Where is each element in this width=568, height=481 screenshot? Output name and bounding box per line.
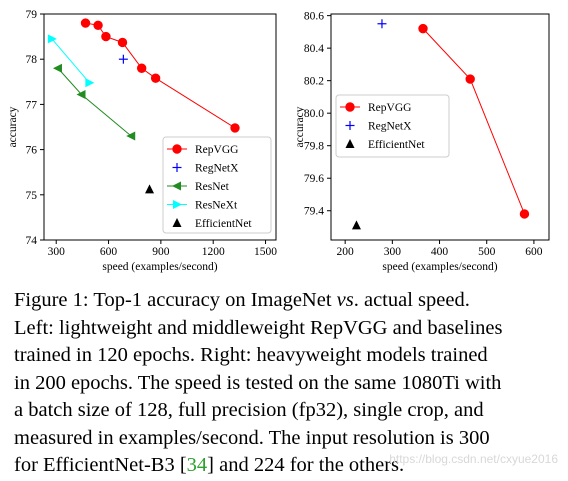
right-chart-legend-marker-efficientnet	[345, 139, 355, 148]
left-chart-y-tick-label: 75	[26, 190, 38, 202]
right-chart-legend-frame	[335, 94, 450, 158]
caption-line-5: a batch size of 128, full precision (fp3…	[14, 399, 484, 421]
left-chart-series-regnetx	[118, 54, 128, 64]
left-chart-legend-marker-regnetx	[172, 163, 182, 172]
right-chart-series-efficientnet	[351, 220, 361, 230]
watermark: https://blog.csdn.net/cxyue2016	[389, 452, 558, 466]
right-chart: 200 300 400 500 600 79.4 79.6 79.8 80.0 80.2 80.4 8…	[294, 11, 550, 273]
right-chart-y-tick-label: 79.8	[304, 141, 324, 153]
left-chart-legend: RepVGG RegNetX ResNet ResNeXt EfficientNet	[162, 136, 272, 234]
caption-line-1: Figure 1: Top-1 accuracy on ImageNet vs.…	[14, 289, 470, 311]
right-chart-y-tick-label: 80.4	[304, 43, 324, 55]
left-chart-x-tick-label: 900	[152, 246, 170, 258]
left-chart-repvgg-point-2	[101, 31, 111, 42]
left-chart-legend-marker-resnet	[172, 181, 181, 191]
left-chart-legend-entry-resnet: ResNet	[167, 181, 230, 193]
left-chart-y-tick-label: 77	[26, 99, 38, 111]
right-chart-legend-marker-repvgg	[345, 102, 355, 112]
right-chart-legend-label-efficientnet: EfficientNet	[368, 139, 425, 151]
left-chart-y-tick-label: 79	[26, 9, 38, 21]
caption-line-2: Left: lightweight and middleweight RepVG…	[14, 316, 503, 339]
right-chart-legend-label-regnetx: RegNetX	[368, 121, 412, 133]
left-chart-legend-label-repvgg: RepVGG	[195, 144, 238, 156]
right-chart-y-tick-label: 80.0	[304, 108, 324, 120]
left-chart-resnet-line	[57, 67, 132, 137]
caption-line-3: trained in 120 epochs. Right: heavyweigh…	[14, 344, 488, 366]
left-chart-regnetx-point-0	[118, 54, 128, 64]
left-chart-x-tick-label: 300	[48, 246, 66, 258]
right-chart-y-tick-label: 80.6	[304, 11, 324, 23]
right-chart-legend: RepVGG RegNetX EfficientNet	[335, 94, 450, 158]
left-chart-resnet-point-0	[52, 63, 62, 73]
caption-line-6: measured in examples/second. The input r…	[14, 426, 490, 449]
right-chart-y-tick-label: 79.6	[304, 173, 324, 185]
left-chart-x-tick-label: 600	[100, 246, 118, 258]
left-chart-repvgg-point-0	[80, 18, 91, 28]
right-chart-regnetx-point-0	[377, 19, 387, 29]
figure-caption: Figure 1: Top-1 accuracy on ImageNet vs.…	[14, 287, 556, 480]
left-chart-x-axis-label: speed (examples/second)	[102, 261, 217, 273]
left-chart-frame	[43, 13, 277, 241]
left-chart-legend-entry-resnext: ResNeXt	[167, 200, 238, 212]
left-chart-series-repvgg	[80, 18, 240, 133]
right-chart-x-axis-label: speed (examples/second)	[382, 261, 497, 273]
left-chart-y-tick-label: 76	[26, 145, 38, 157]
left-chart-series-resnext	[47, 34, 95, 88]
right-chart-legend-entry-repvgg: RepVGG	[340, 102, 411, 114]
figure-canvas: 300 600 900 1200 1500 74 75 76 77 78 79 speed (exam…	[7, 9, 550, 273]
left-chart: 300 600 900 1200 1500 74 75 76 77 78 79 speed (exam…	[7, 9, 277, 273]
left-chart-resnext-point-0	[47, 34, 57, 44]
right-chart-x-tick-label: 600	[525, 246, 543, 258]
left-chart-y-tick-label: 74	[26, 235, 38, 247]
left-chart-legend-label-resnet: ResNet	[195, 181, 230, 193]
left-chart-repvgg-point-1	[93, 20, 103, 30]
left-chart-resnet-point-1	[76, 89, 86, 99]
left-chart-legend-label-efficientnet: EfficientNet	[195, 218, 252, 230]
right-chart-x-tick-label: 400	[431, 246, 449, 258]
left-chart-resnext-line	[51, 38, 90, 84]
left-chart-legend-marker-repvgg	[172, 144, 182, 154]
left-chart-legend-frame	[162, 136, 272, 234]
right-chart-y-axis-label: accuracy	[294, 106, 306, 147]
right-chart-legend-label-repvgg: RepVGG	[368, 102, 411, 114]
left-chart-x-tick-label: 1200	[202, 246, 225, 258]
left-chart-series-resnet	[52, 63, 136, 141]
left-chart-resnet-point-2	[126, 131, 136, 141]
left-chart-legend-entry-repvgg: RepVGG	[167, 144, 238, 156]
left-chart-legend-label-regnetx: RegNetX	[195, 163, 239, 175]
right-chart-repvgg-point-0	[418, 23, 428, 34]
left-chart-legend-entry-efficientnet: EfficientNet	[172, 218, 252, 230]
right-chart-repvgg-point-1	[465, 74, 475, 84]
left-chart-series-efficientnet	[145, 184, 155, 194]
left-chart-efficientnet-point-0	[145, 184, 155, 194]
right-chart-repvgg-point-2	[519, 209, 530, 219]
left-chart-legend-marker-efficientnet	[172, 218, 182, 227]
right-chart-series-repvgg	[418, 23, 530, 219]
right-chart-series-regnetx	[377, 19, 387, 29]
left-chart-repvgg-point-4	[136, 63, 147, 73]
left-chart-legend-marker-resnext	[173, 200, 182, 209]
left-chart-repvgg-point-6	[230, 123, 240, 133]
right-chart-x-tick-label: 300	[384, 246, 402, 258]
right-chart-x-tick-label: 500	[478, 246, 496, 258]
right-chart-y-tick-label: 80.2	[304, 76, 324, 88]
citation-link[interactable]: 34	[186, 454, 208, 476]
right-chart-x-tick-label: 200	[337, 246, 355, 258]
right-chart-legend-marker-regnetx	[345, 121, 355, 130]
left-chart-y-tick-label: 78	[26, 54, 38, 66]
right-chart-legend-entry-efficientnet: EfficientNet	[345, 139, 425, 151]
right-chart-legend-entry-regnetx: RegNetX	[345, 121, 412, 133]
caption-line-4: in 200 epochs. The speed is tested on th…	[14, 371, 502, 394]
right-chart-y-tick-label: 79.4	[304, 206, 324, 218]
left-chart-repvgg-point-5	[150, 73, 161, 83]
left-chart-y-axis-label: accuracy	[7, 106, 19, 147]
left-chart-legend-entry-regnetx: RegNetX	[172, 163, 239, 175]
caption-line-7: for EfficientNet-B3 [34] and 224 for the…	[14, 454, 405, 476]
left-chart-resnext-point-1	[85, 78, 95, 88]
left-chart-x-tick-label: 1500	[254, 246, 277, 258]
left-chart-legend-label-resnext: ResNeXt	[195, 200, 238, 212]
left-chart-repvgg-point-3	[117, 37, 128, 48]
right-chart-efficientnet-point-0	[351, 220, 361, 230]
